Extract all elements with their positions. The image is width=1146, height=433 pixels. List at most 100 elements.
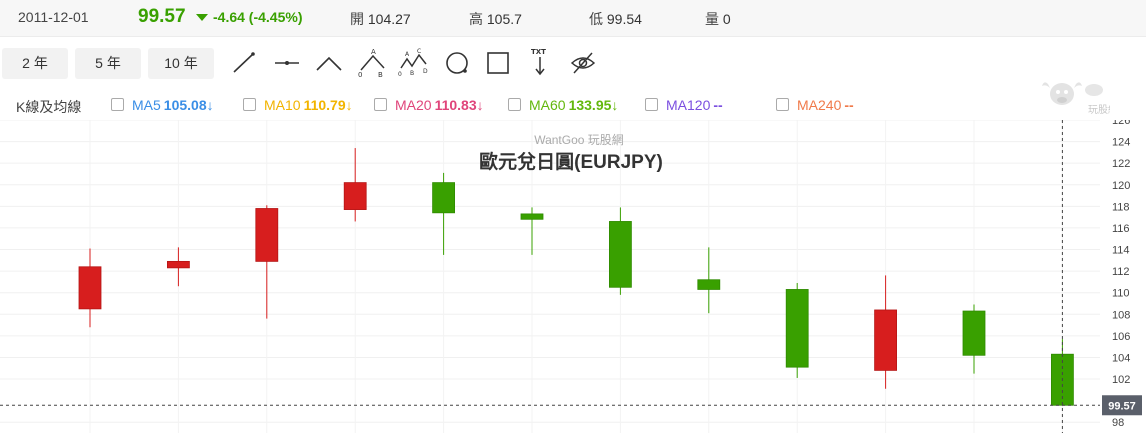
y-tick-label: 112 xyxy=(1112,266,1130,278)
high-label: 高 xyxy=(469,11,483,27)
ma5-value: 105.08 xyxy=(163,97,207,113)
volume-field: 量 0 xyxy=(705,9,731,29)
candle xyxy=(432,172,456,255)
candle-body xyxy=(78,266,102,310)
chart-title: 歐元兌日圓(EURJPY) xyxy=(479,150,663,173)
abcd-pattern-icon[interactable]: A C 0 B D xyxy=(398,46,430,78)
candlestick-chart[interactable]: WantGoo 玩股網 歐元兌日圓(EURJPY) 98 102 104 106 108… xyxy=(0,120,1146,433)
ma20-checkbox[interactable] xyxy=(374,98,387,111)
ma240-checkbox[interactable] xyxy=(776,98,789,111)
y-tick-label: 124 xyxy=(1112,137,1130,149)
horizontal-line-tool-icon[interactable] xyxy=(274,50,300,76)
candle xyxy=(255,205,279,319)
abcd-letter-zero: 0 xyxy=(398,71,402,78)
range-2y-button[interactable]: 2 年 xyxy=(2,48,68,79)
candle-body xyxy=(255,208,279,262)
high-value: 105.7 xyxy=(486,11,522,27)
candle-body xyxy=(874,309,897,371)
low-value: 99.54 xyxy=(606,11,642,27)
ma20-arrow-icon: ↓ xyxy=(476,97,484,113)
abc-letter-a: A xyxy=(371,48,376,56)
ma240-toggle[interactable]: MA240 -- xyxy=(776,97,854,113)
kline-label: K線及均線 xyxy=(16,99,82,115)
ma60-toggle[interactable]: MA60 133.95↓ xyxy=(508,97,618,113)
candles-layer xyxy=(78,148,1074,406)
y-tick-label: 120 xyxy=(1112,180,1130,192)
candle-body xyxy=(343,182,367,210)
candle-body xyxy=(520,213,544,220)
ma5-checkbox[interactable] xyxy=(111,98,124,111)
open-value: 104.27 xyxy=(367,11,411,27)
ma60-arrow-icon: ↓ xyxy=(611,97,619,113)
ma120-toggle[interactable]: MA120 -- xyxy=(645,97,723,113)
ma240-name: MA240 xyxy=(797,97,842,113)
logo-text: 玩股網 xyxy=(1088,103,1110,116)
hide-eye-icon[interactable] xyxy=(570,50,596,76)
ma5-arrow-icon: ↓ xyxy=(206,97,214,113)
circle-tool-icon[interactable] xyxy=(444,50,470,76)
y-tick-label: 102 xyxy=(1112,374,1130,386)
candle xyxy=(166,247,190,287)
candle xyxy=(962,304,986,374)
quote-bar: 2011-12-01 99.57 -4.64 (-4.45%) 開 104.27… xyxy=(0,0,1146,37)
range-10y-button[interactable]: 10 年 xyxy=(148,48,214,79)
price-change-value: -4.64 (-4.45%) xyxy=(213,9,303,25)
candle-body xyxy=(166,260,190,269)
y-tick-label: 106 xyxy=(1112,331,1130,343)
y-tick-label: 104 xyxy=(1112,352,1130,364)
y-tick-label: 110 xyxy=(1112,288,1130,300)
range-5y-button[interactable]: 5 年 xyxy=(75,48,141,79)
candle xyxy=(697,247,721,314)
y-axis: 98 102 104 106 108 110 112 114 116 118 120 122 124 12… xyxy=(1112,120,1130,429)
abc-letter-b: B xyxy=(378,71,383,78)
abcd-letter-d: D xyxy=(423,68,428,75)
abcd-letter-a: A xyxy=(405,51,410,58)
down-triangle-icon xyxy=(196,14,208,21)
ma-legend: K線及均線 MA5 105.08↓ MA10 110.79↓ MA20 110.83↓… xyxy=(0,92,1146,118)
ma20-toggle[interactable]: MA20 110.83↓ xyxy=(374,97,484,113)
line-tool-icon[interactable] xyxy=(231,50,257,76)
y-tick-label: 108 xyxy=(1112,309,1130,321)
ma10-toggle[interactable]: MA10 110.79↓ xyxy=(243,97,353,113)
candle xyxy=(78,248,102,328)
ma120-name: MA120 xyxy=(666,97,711,113)
candle-body xyxy=(609,221,632,288)
candle-body xyxy=(697,279,721,290)
ma120-checkbox[interactable] xyxy=(645,98,658,111)
volume-value: 0 xyxy=(722,11,731,27)
ma10-value: 110.79 xyxy=(303,97,346,113)
candle-body xyxy=(785,289,809,368)
y-tick-label: 122 xyxy=(1112,158,1130,170)
candle xyxy=(520,207,544,255)
volume-label: 量 xyxy=(705,11,719,27)
y-tick-label: 114 xyxy=(1112,245,1130,257)
quote-date: 2011-12-01 xyxy=(18,9,89,25)
candle-body xyxy=(432,182,456,214)
ma20-value: 110.83 xyxy=(434,97,477,113)
text-tool-icon[interactable]: TXT xyxy=(527,46,553,78)
y-tick-label: 116 xyxy=(1112,223,1130,235)
y-tick-label: 126 xyxy=(1112,120,1130,127)
abcd-letter-b: B xyxy=(410,70,414,77)
abc-pattern-icon[interactable]: A 0 B xyxy=(358,46,388,78)
chart-toolbar: 2 年 5 年 10 年 A 0 B A C 0 B D TXT xyxy=(0,44,1146,84)
price-change: -4.64 (-4.45%) xyxy=(196,9,302,25)
low-field: 低 99.54 xyxy=(589,9,642,29)
chart-watermark: WantGoo 玩股網 xyxy=(534,133,624,147)
text-tool-letters: TXT xyxy=(531,48,546,56)
crosshair: 99.57 xyxy=(0,120,1142,433)
candle-body xyxy=(962,310,986,356)
candle xyxy=(785,282,809,378)
ma60-checkbox[interactable] xyxy=(508,98,521,111)
low-label: 低 xyxy=(589,11,603,27)
ma10-name: MA10 xyxy=(264,97,301,113)
rectangle-tool-icon[interactable] xyxy=(485,50,511,76)
ma5-toggle[interactable]: MA5 105.08↓ xyxy=(111,97,214,113)
y-tick-label: 118 xyxy=(1112,201,1130,213)
open-field: 開 104.27 xyxy=(350,9,411,29)
last-price-label: 99.57 xyxy=(1108,400,1136,412)
ma10-checkbox[interactable] xyxy=(243,98,256,111)
angle-tool-icon[interactable] xyxy=(316,50,342,76)
candle xyxy=(343,148,367,222)
ma120-value: -- xyxy=(713,97,723,113)
